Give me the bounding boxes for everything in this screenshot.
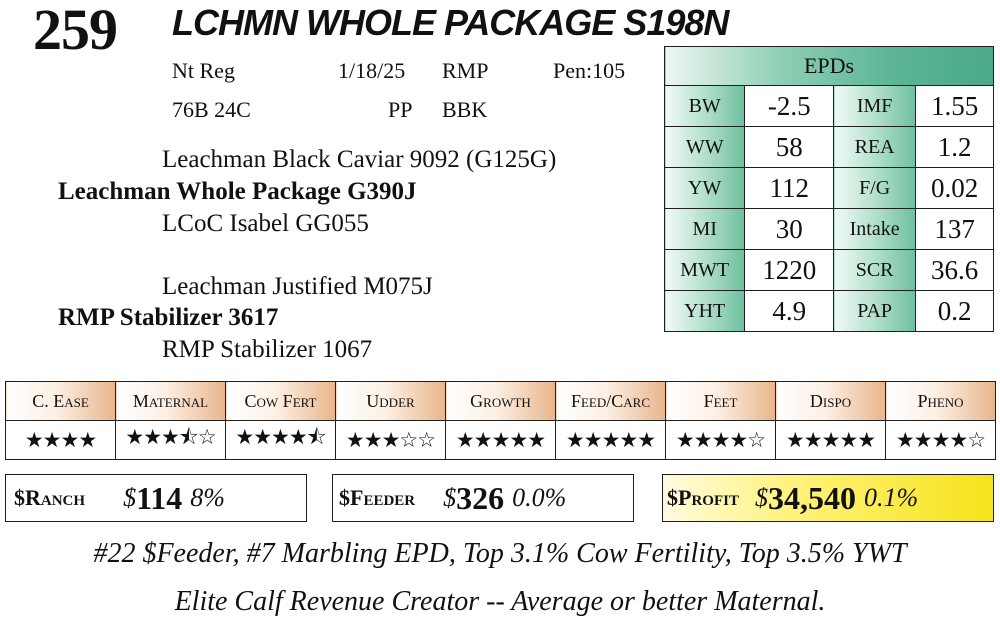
trait-header: Pheno <box>885 381 996 421</box>
epd-label-rea: REA <box>833 126 917 168</box>
epd-value-intake: 137 <box>915 208 994 250</box>
epd-value-yht: 4.9 <box>744 290 835 332</box>
animal-name: LCHMN WHOLE PACKAGE S198N <box>172 2 729 43</box>
profit-index-dollar: $ <box>754 483 768 512</box>
epd-label-scr: SCR <box>833 249 917 291</box>
tag-number: 76B 24C <box>172 97 251 122</box>
profit-index-percent: 0.1% <box>863 483 919 512</box>
star-rating: ★★★★ <box>5 420 116 460</box>
epd-row: YHT 4.9 PAP 0.2 <box>663 290 994 332</box>
feeder-index-percent: 0.0% <box>512 483 567 512</box>
epd-row: MWT 1220 SCR 36.6 <box>663 249 994 291</box>
epd-value-fg: 0.02 <box>915 167 994 209</box>
trait-header: Growth <box>445 381 556 421</box>
pedigree-sire: Leachman Whole Package G390J <box>58 178 417 205</box>
epd-value-pap: 0.2 <box>915 290 994 332</box>
star-rating: ★★★★☆ <box>665 420 776 460</box>
trait-header: Dispo <box>775 381 886 421</box>
epd-label-fg: F/G <box>833 167 917 209</box>
ranch-index-value: 114 <box>136 479 183 516</box>
ranch-index-label: $Ranch <box>14 485 86 510</box>
trait-header: C. Ease <box>5 381 116 421</box>
pedigree-dam-sire: Leachman Justified M075J <box>162 273 433 300</box>
feeder-index-box: $Feeder $ 326 0.0% <box>332 474 634 522</box>
epd-value-bw: -2.5 <box>744 85 835 127</box>
epd-value-yw: 112 <box>744 167 835 209</box>
trait-header: Maternal <box>115 381 226 421</box>
epd-label-yw: YW <box>663 167 746 209</box>
lot-number: 259 <box>33 0 118 62</box>
epd-value-imf: 1.55 <box>915 85 994 127</box>
epd-row: WW 58 REA 1.2 <box>663 126 994 168</box>
feeder-index-label: $Feeder <box>339 485 416 510</box>
polled-status: PP <box>388 97 413 122</box>
registration-type: Nt Reg <box>172 58 235 83</box>
star-rating: ★★★⯪☆ <box>115 420 226 460</box>
trait-rating-table: C. Ease Maternal Cow Fert Udder Growth F… <box>5 381 996 460</box>
epd-value-scr: 36.6 <box>915 249 994 291</box>
pen-number: Pen:105 <box>553 58 626 83</box>
epd-row: YW 112 F/G 0.02 <box>663 167 994 209</box>
epd-label-imf: IMF <box>833 85 917 127</box>
comment-line-2: Elite Calf Revenue Creator -- Average or… <box>174 586 826 617</box>
coat-color: BBK <box>442 97 488 122</box>
epd-label-mwt: MWT <box>663 249 746 291</box>
profit-index-value: 34,540 <box>767 479 856 516</box>
trait-header: Udder <box>335 381 446 421</box>
feeder-index-value: 326 <box>456 479 505 516</box>
trait-header: Cow Fert <box>225 381 336 421</box>
epd-value-mwt: 1220 <box>744 249 835 291</box>
epd-label-pap: PAP <box>833 290 917 332</box>
epd-value-rea: 1.2 <box>915 126 994 168</box>
star-rating: ★★★★★ <box>775 420 886 460</box>
ranch-index-percent: 8% <box>190 483 225 512</box>
comment-line-1: #22 $Feeder, #7 Marbling EPD, Top 3.1% C… <box>93 538 907 569</box>
star-rating: ★★★★☆ <box>885 420 996 460</box>
profit-index-label: $Profit <box>667 485 739 510</box>
epd-label-intake: Intake <box>833 208 917 250</box>
epd-label-bw: BW <box>663 85 746 127</box>
star-rating: ★★★★★ <box>445 420 556 460</box>
star-rating: ★★★★★ <box>555 420 666 460</box>
pedigree-dam-dam: RMP Stabilizer 1067 <box>162 336 373 363</box>
ranch-index-dollar: $ <box>123 483 137 512</box>
trait-header: Feed/Carc <box>555 381 666 421</box>
ranch-index-box: $Ranch $ 114 8% <box>5 474 307 522</box>
star-rating: ★★★★⯪ <box>225 420 336 460</box>
pedigree-sire-dam: LCoC Isabel GG055 <box>162 210 369 237</box>
profit-index-box: $Profit $ 34,540 0.1% <box>662 474 994 522</box>
epd-title: EPDs <box>664 46 994 86</box>
epd-value-ww: 58 <box>744 126 835 168</box>
feeder-index-dollar: $ <box>443 483 457 512</box>
epd-row: MI 30 Intake 137 <box>663 208 994 250</box>
breeder-code: RMP <box>442 58 489 83</box>
epd-row: BW -2.5 IMF 1.55 <box>663 85 994 127</box>
epd-label-ww: WW <box>663 126 746 168</box>
birth-date: 1/18/25 <box>338 58 406 83</box>
trait-header: Feet <box>665 381 776 421</box>
epd-value-mi: 30 <box>744 208 835 250</box>
epd-label-mi: MI <box>663 208 746 250</box>
epd-table: EPDs BW -2.5 IMF 1.55 WW 58 REA 1.2 YW 1… <box>663 46 994 332</box>
pedigree-dam: RMP Stabilizer 3617 <box>58 304 279 331</box>
pedigree-sire-sire: Leachman Black Caviar 9092 (G125G) <box>162 146 557 173</box>
star-rating: ★★★☆☆ <box>335 420 446 460</box>
epd-label-yht: YHT <box>663 290 746 332</box>
